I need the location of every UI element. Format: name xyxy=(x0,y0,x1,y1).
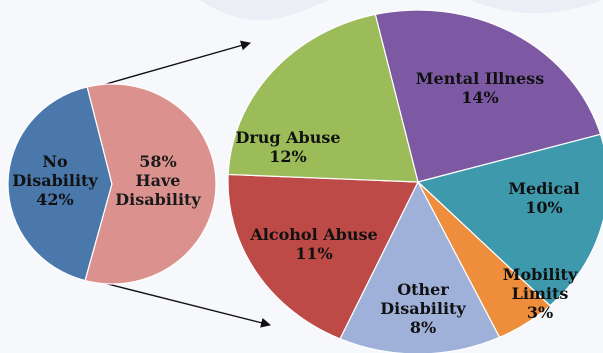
type-label-mobility: Mobility Limits 3% xyxy=(503,265,578,322)
status-slice-58 xyxy=(84,83,217,285)
type-slice-mental-illness xyxy=(374,9,602,183)
status-label-58: 58% Have Disability xyxy=(115,152,201,209)
label-line: 3% xyxy=(527,303,553,322)
connector-arrows xyxy=(91,40,271,328)
label-line: Mental Illness xyxy=(416,69,544,88)
label-line: Have xyxy=(136,171,181,190)
label-line: Disability xyxy=(12,171,98,190)
disability-status-pie xyxy=(7,83,217,285)
label-line: Mobility xyxy=(503,265,578,284)
type-slice-other xyxy=(339,180,501,353)
label-line: 14% xyxy=(461,88,498,107)
type-slice-drug-abuse xyxy=(227,13,419,183)
label-line: Disability xyxy=(380,299,466,318)
label-line: Alcohol Abuse xyxy=(249,225,377,244)
type-label-mental-illness: Mental Illness 14% xyxy=(416,69,544,107)
label-line: 42% xyxy=(36,190,73,209)
background-shape xyxy=(470,0,603,14)
label-line: Disability xyxy=(115,190,201,209)
background-shape xyxy=(200,0,330,21)
label-line: Drug Abuse xyxy=(235,128,340,147)
label-line: Other xyxy=(397,280,449,299)
label-line: 58% xyxy=(139,152,176,171)
type-slice-medical xyxy=(416,133,603,307)
type-label-other: Other Disability 8% xyxy=(380,280,466,337)
status-label-no: No Disability 42% xyxy=(12,152,98,209)
type-label-medical: Medical 10% xyxy=(508,179,579,217)
arrow-top xyxy=(91,40,251,89)
arrow-bottom xyxy=(91,279,271,328)
label-line: 8% xyxy=(410,318,436,337)
label-line: Limits xyxy=(512,284,569,303)
status-slice-no xyxy=(7,86,113,282)
label-line: No xyxy=(42,152,68,171)
label-line: 11% xyxy=(295,244,332,263)
type-label-alcohol-abuse: Alcohol Abuse 11% xyxy=(249,225,377,263)
disability-type-pie xyxy=(227,9,603,353)
label-line: 10% xyxy=(525,198,562,217)
type-slice-alcohol-abuse xyxy=(227,173,419,340)
label-line: 12% xyxy=(269,147,306,166)
type-label-drug-abuse: Drug Abuse 12% xyxy=(235,128,340,166)
label-line: Medical xyxy=(508,179,579,198)
